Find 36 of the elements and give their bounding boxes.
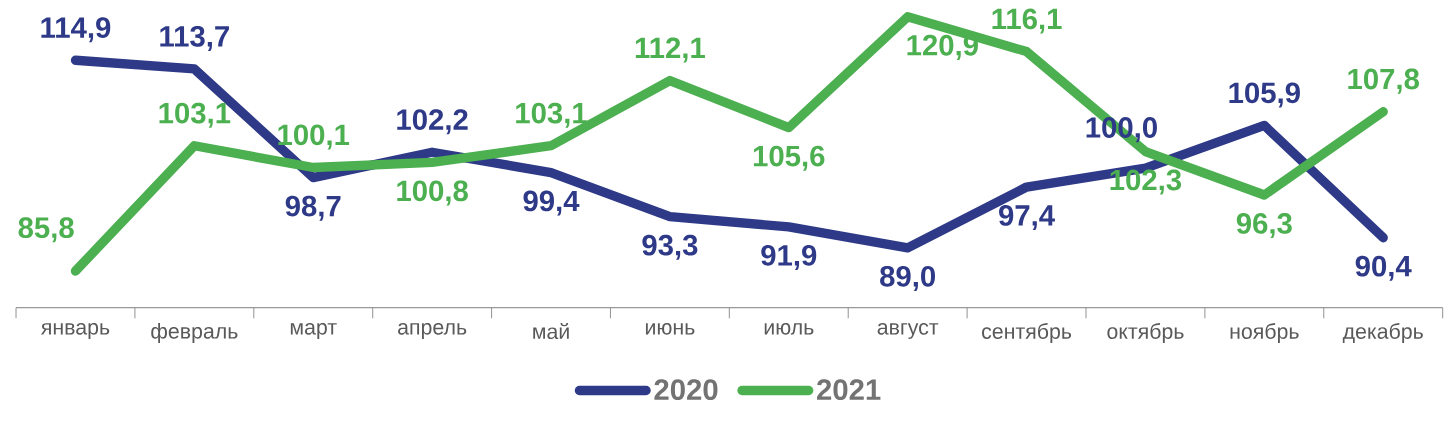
data-label: 105,6 — [753, 145, 825, 171]
x-tick-label: февраль — [151, 323, 238, 343]
x-tick-label: январь — [41, 323, 110, 339]
x-tick-label: апрель — [398, 323, 467, 339]
data-label: 113,7 — [160, 25, 229, 51]
x-tick-label: октябрь — [1107, 323, 1184, 344]
x-tick-label: июнь — [645, 323, 695, 335]
data-label: 97,4 — [999, 205, 1055, 231]
data-label: 103,1 — [516, 102, 587, 128]
data-label: 89,0 — [880, 265, 936, 291]
legend-label: 2021 — [817, 379, 881, 401]
data-label: 85,8 — [18, 217, 74, 243]
data-label: 90,4 — [1355, 255, 1412, 281]
data-label: 100,8 — [397, 180, 468, 206]
x-tick-label: июль — [764, 323, 814, 335]
x-tick-label: май — [533, 323, 569, 340]
data-label: 112,1 — [635, 37, 705, 63]
data-label: 93,3 — [642, 234, 698, 260]
data-label: 100,1 — [278, 124, 350, 150]
data-label: 114,9 — [41, 17, 111, 43]
x-tick-label: март — [290, 323, 337, 339]
x-tick-label: август — [877, 323, 939, 339]
x-tick-label: ноябрь — [1230, 323, 1299, 344]
data-label: 102,3 — [1110, 169, 1182, 195]
x-tick-label: декабрь — [1342, 323, 1423, 344]
data-label: 98,7 — [285, 195, 341, 221]
data-label: 116,1 — [992, 8, 1062, 34]
x-tick-label: сентябрь — [982, 323, 1072, 344]
data-label: 105,9 — [1229, 82, 1300, 108]
data-label: 107,8 — [1348, 68, 1419, 94]
data-label: 99,4 — [523, 190, 580, 216]
data-label: 103,1 — [159, 102, 231, 128]
legend-label: 2020 — [654, 379, 718, 401]
data-label: 91,9 — [761, 244, 817, 270]
data-label: 102,2 — [397, 109, 468, 135]
data-label: 96,3 — [1236, 213, 1292, 239]
